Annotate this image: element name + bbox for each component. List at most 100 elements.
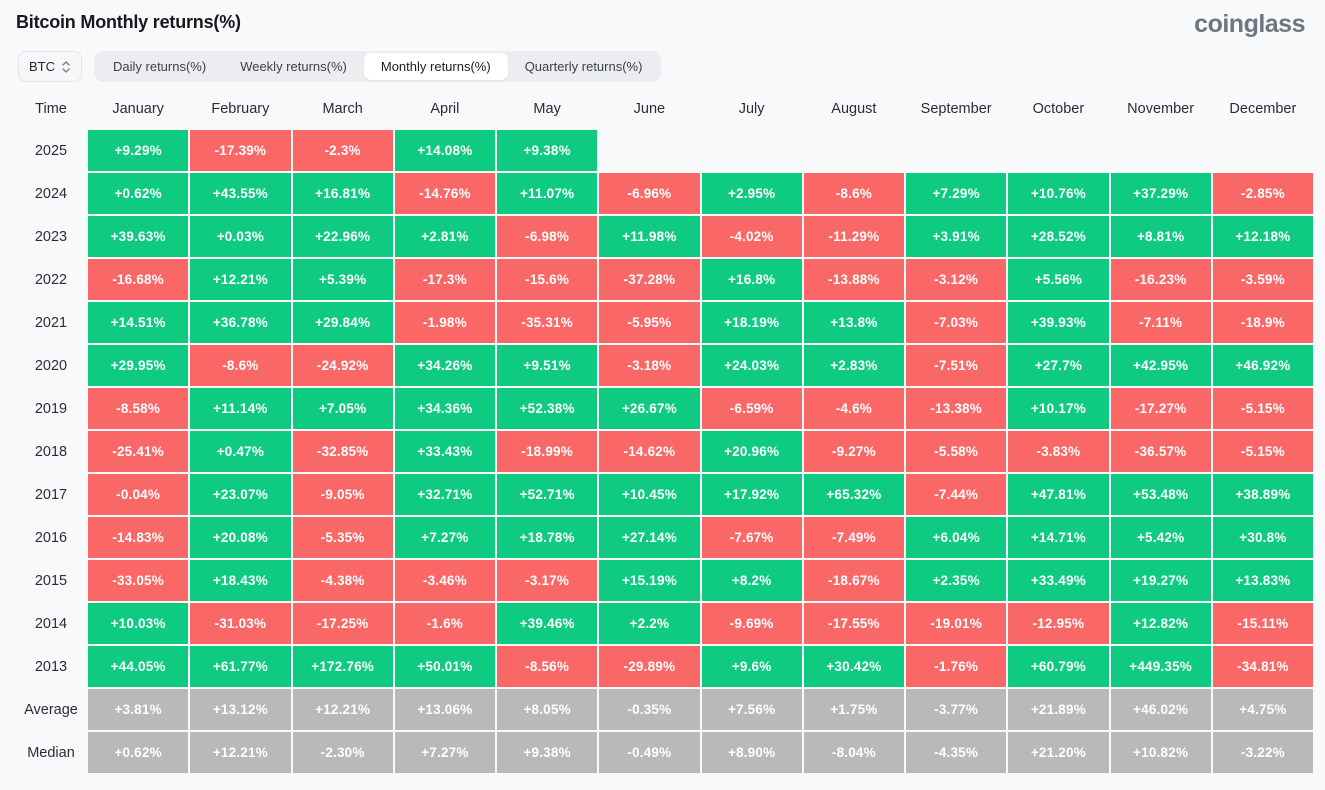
return-cell: -9.69% — [701, 603, 802, 644]
return-cell: -0.35% — [599, 689, 700, 730]
return-cell: -7.49% — [803, 517, 904, 558]
return-cell: +17.92% — [701, 474, 802, 515]
table-row-2013: 2013 +44.05% +61.77% +172.76% +50.01% -8.56% -… — [16, 646, 1313, 687]
return-cell: +10.82% — [1110, 732, 1211, 773]
return-cell: -6.96% — [599, 173, 700, 214]
return-cell: +5.42% — [1110, 517, 1211, 558]
return-cell: -3.59% — [1212, 259, 1313, 300]
column-header-january: January — [112, 101, 164, 117]
return-cell: -19.01% — [906, 603, 1007, 644]
return-cell: -16.68% — [88, 259, 189, 300]
return-cell: +9.51% — [497, 345, 598, 386]
return-cell: +27.7% — [1008, 345, 1109, 386]
return-cell: +65.32% — [803, 474, 904, 515]
return-cell: +16.81% — [292, 173, 393, 214]
table-row-2015: 2015 -33.05% +18.43% -4.38% -3.46% -3.17% +15.… — [16, 560, 1313, 601]
return-cell: +449.35% — [1110, 646, 1211, 687]
return-cell: +8.90% — [701, 732, 802, 773]
return-cell: -14.76% — [394, 173, 495, 214]
return-cell: +47.81% — [1008, 474, 1109, 515]
return-cell: +42.95% — [1110, 345, 1211, 386]
column-header-may: May — [533, 101, 561, 117]
tab-monthly-returns[interactable]: Monthly returns(%) — [363, 53, 508, 80]
symbol-select-value: BTC — [29, 59, 55, 74]
return-cell: +3.91% — [906, 216, 1007, 257]
symbol-select[interactable]: BTC — [18, 51, 82, 82]
return-cell: +30.42% — [803, 646, 904, 687]
return-cell: +52.71% — [497, 474, 598, 515]
return-cell: +21.89% — [1008, 689, 1109, 730]
return-cell: -14.62% — [599, 431, 700, 472]
return-cell: -24.92% — [292, 345, 393, 386]
return-cell: +33.49% — [1008, 560, 1109, 601]
return-cell: +28.52% — [1008, 216, 1109, 257]
return-cell: +44.05% — [88, 646, 189, 687]
table-row-2021: 2021 +14.51% +36.78% +29.84% -1.98% -35.31% -5… — [16, 302, 1313, 343]
row-label: 2014 — [34, 615, 68, 632]
return-cell: +10.03% — [88, 603, 189, 644]
tab-daily-returns[interactable]: Daily returns(%) — [113, 59, 207, 74]
return-cell: -5.35% — [292, 517, 393, 558]
empty-cell — [599, 130, 699, 171]
table-row-2014: 2014 +10.03% -31.03% -17.25% -1.6% +39.46% +2.… — [16, 603, 1313, 644]
return-cell: -14.83% — [88, 517, 189, 558]
return-cell: +39.46% — [497, 603, 598, 644]
return-cell: -1.76% — [906, 646, 1007, 687]
tab-weekly-returns[interactable]: Weekly returns(%) — [240, 59, 347, 74]
return-cell: -33.05% — [88, 560, 189, 601]
column-header-march: March — [322, 101, 363, 117]
return-cell: +13.83% — [1212, 560, 1313, 601]
return-cell: -32.85% — [292, 431, 393, 472]
return-cell: -8.6% — [803, 173, 904, 214]
return-cell: -6.59% — [701, 388, 802, 429]
return-cell: +7.27% — [394, 732, 495, 773]
return-cell: -0.04% — [88, 474, 189, 515]
return-cell: +7.56% — [701, 689, 802, 730]
page-title: Bitcoin Monthly returns(%) — [16, 12, 241, 32]
return-cell: +172.76% — [292, 646, 393, 687]
column-header-november: November — [1127, 101, 1195, 117]
column-header-april: April — [430, 101, 460, 117]
return-cell: +3.81% — [88, 689, 189, 730]
return-cell: +11.98% — [599, 216, 700, 257]
column-header-february: February — [211, 101, 270, 117]
return-cell: +15.19% — [599, 560, 700, 601]
return-cell: +23.07% — [190, 474, 291, 515]
return-cell: +7.27% — [394, 517, 495, 558]
return-cell: -25.41% — [88, 431, 189, 472]
return-cell: +18.78% — [497, 517, 598, 558]
return-cell: -2.30% — [292, 732, 393, 773]
tab-quarterly-returns[interactable]: Quarterly returns(%) — [524, 59, 643, 74]
coinglass-logo[interactable]: coinglass — [1194, 10, 1305, 38]
table-row-2016: 2016 -14.83% +20.08% -5.35% +7.27% +18.78% +27… — [16, 517, 1313, 558]
return-cell: +14.71% — [1008, 517, 1109, 558]
return-cell: +9.6% — [701, 646, 802, 687]
return-cell: +9.29% — [88, 130, 189, 171]
return-cell: +46.92% — [1212, 345, 1313, 386]
return-cell: -7.51% — [906, 345, 1007, 386]
return-cell: +11.14% — [190, 388, 291, 429]
column-header-june: June — [633, 101, 666, 117]
return-cell: -13.88% — [803, 259, 904, 300]
return-cell: -3.17% — [497, 560, 598, 601]
return-cell: +0.62% — [88, 173, 189, 214]
return-cell: +11.07% — [497, 173, 598, 214]
return-cell: +0.62% — [88, 732, 189, 773]
row-label: 2020 — [34, 357, 68, 374]
row-label: 2013 — [34, 658, 68, 675]
empty-cell — [906, 130, 1006, 171]
return-cell: -9.27% — [803, 431, 904, 472]
return-cell: -12.95% — [1008, 603, 1109, 644]
return-cell: -7.44% — [906, 474, 1007, 515]
return-cell: -2.85% — [1212, 173, 1313, 214]
return-cell: +5.56% — [1008, 259, 1109, 300]
return-cell: -1.6% — [394, 603, 495, 644]
return-cell: -34.81% — [1212, 646, 1313, 687]
return-cell: -6.98% — [497, 216, 598, 257]
return-cell: +19.27% — [1110, 560, 1211, 601]
return-cell: +10.17% — [1008, 388, 1109, 429]
return-cell: +8.05% — [497, 689, 598, 730]
column-header-october: October — [1032, 101, 1085, 117]
page-header: Bitcoin Monthly returns(%) coinglass — [0, 0, 1325, 37]
return-cell: +18.43% — [190, 560, 291, 601]
